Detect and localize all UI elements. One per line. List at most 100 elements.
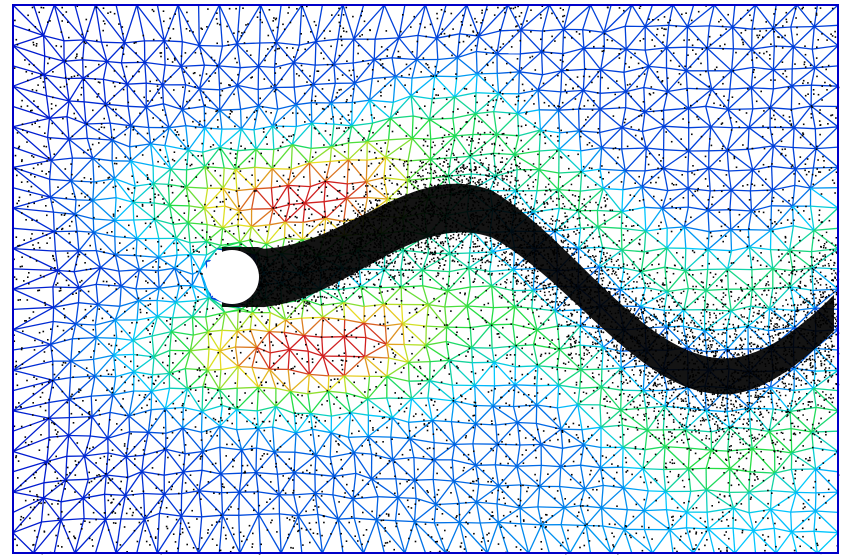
mesh-edge bbox=[376, 519, 396, 522]
mesh-edge bbox=[539, 109, 559, 131]
tracer-particle bbox=[715, 317, 717, 319]
tracer-particle bbox=[293, 365, 296, 368]
tracer-particle bbox=[179, 533, 182, 535]
tracer-particle bbox=[339, 25, 342, 27]
tracer-particle bbox=[352, 292, 355, 295]
tracer-particle bbox=[683, 486, 686, 488]
tracer-particle bbox=[670, 435, 673, 438]
tracer-particle bbox=[204, 112, 207, 115]
mesh-edge bbox=[542, 70, 562, 76]
mesh-edge bbox=[102, 61, 108, 80]
tracer-particle bbox=[273, 17, 275, 19]
mesh-edge bbox=[810, 105, 816, 129]
mesh-edge bbox=[144, 61, 166, 66]
tracer-particle bbox=[754, 76, 756, 79]
tracer-particle bbox=[156, 451, 158, 454]
tracer-particle bbox=[442, 242, 445, 245]
tracer-particle bbox=[118, 348, 120, 351]
tracer-particle bbox=[187, 145, 189, 147]
tracer-particle bbox=[515, 16, 517, 18]
mesh-edge bbox=[163, 40, 166, 66]
tracer-particle bbox=[239, 399, 241, 401]
mesh-edge bbox=[291, 126, 297, 145]
mesh-edge bbox=[814, 128, 817, 149]
mesh-edge bbox=[751, 49, 754, 68]
tracer-particle bbox=[690, 216, 692, 219]
tracer-particle bbox=[102, 280, 105, 283]
tracer-particle bbox=[292, 479, 294, 481]
mesh-edge bbox=[791, 185, 796, 207]
tracer-particle bbox=[711, 196, 714, 198]
mesh-edge bbox=[236, 188, 256, 192]
tracer-particle bbox=[50, 268, 52, 270]
tracer-particle bbox=[834, 192, 836, 194]
tracer-particle bbox=[408, 479, 410, 481]
mesh-edge bbox=[687, 26, 708, 49]
tracer-particle bbox=[802, 79, 805, 82]
mesh-edge bbox=[645, 24, 669, 28]
tracer-particle bbox=[275, 206, 277, 209]
tracer-particle bbox=[755, 215, 758, 217]
tracer-particle bbox=[427, 534, 430, 536]
tracer-particle bbox=[382, 67, 384, 69]
tracer-particle bbox=[260, 381, 263, 384]
mesh-edge bbox=[444, 305, 468, 308]
tracer-particle bbox=[99, 374, 102, 377]
mesh-edge bbox=[558, 108, 579, 111]
mesh-edge bbox=[219, 85, 238, 111]
mesh-edge bbox=[83, 77, 104, 81]
tracer-particle bbox=[725, 235, 727, 237]
tracer-particle bbox=[210, 435, 212, 437]
tracer-particle bbox=[796, 206, 799, 208]
tracer-particle bbox=[83, 79, 85, 81]
tracer-particle bbox=[486, 533, 488, 536]
tracer-particle bbox=[177, 547, 179, 550]
tracer-particle bbox=[71, 193, 74, 195]
tracer-particle bbox=[149, 198, 152, 201]
tracer-particle bbox=[181, 404, 184, 407]
tracer-particle bbox=[497, 443, 500, 446]
mesh-edge bbox=[330, 124, 335, 147]
mesh-edge bbox=[517, 421, 537, 425]
tracer-particle bbox=[147, 329, 149, 332]
mesh-edge bbox=[557, 110, 561, 133]
tracer-particle bbox=[341, 475, 344, 478]
mesh-edge bbox=[65, 78, 70, 102]
tracer-particle bbox=[20, 523, 22, 526]
tracer-particle bbox=[279, 185, 281, 187]
tracer-particle bbox=[435, 541, 437, 543]
tracer-particle bbox=[320, 495, 323, 497]
tracer-particle bbox=[232, 233, 235, 235]
mesh-edge bbox=[582, 89, 601, 110]
mesh-edge bbox=[94, 375, 116, 378]
tracer-particle bbox=[279, 67, 282, 69]
mesh-edge bbox=[325, 197, 348, 219]
tracer-particle bbox=[65, 11, 68, 13]
mesh-edge bbox=[667, 70, 687, 92]
tracer-particle bbox=[596, 439, 598, 441]
tracer-particle bbox=[671, 387, 674, 390]
tracer-particle bbox=[268, 9, 271, 11]
tracer-particle bbox=[272, 20, 274, 22]
mesh-edge bbox=[589, 4, 605, 33]
mesh-edge bbox=[770, 205, 773, 231]
mesh-edge bbox=[492, 405, 514, 408]
mesh-edge bbox=[561, 70, 584, 91]
mesh-edge bbox=[311, 146, 332, 150]
tracer-particle bbox=[805, 205, 807, 208]
tracer-particle bbox=[728, 537, 730, 540]
tracer-particle bbox=[43, 418, 45, 420]
tracer-particle bbox=[311, 361, 314, 364]
mesh-edge bbox=[330, 83, 336, 104]
tracer-particle bbox=[348, 168, 350, 171]
mesh-edge bbox=[603, 31, 627, 50]
tracer-particle bbox=[755, 100, 758, 103]
tracer-particle bbox=[216, 434, 218, 437]
mesh-edge bbox=[368, 100, 374, 124]
mesh-edge bbox=[351, 125, 368, 143]
tracer-particle bbox=[113, 467, 115, 469]
mesh-edge bbox=[385, 156, 409, 181]
tracer-particle bbox=[45, 234, 48, 236]
tracer-particle bbox=[700, 135, 703, 138]
tracer-particle bbox=[56, 325, 59, 328]
